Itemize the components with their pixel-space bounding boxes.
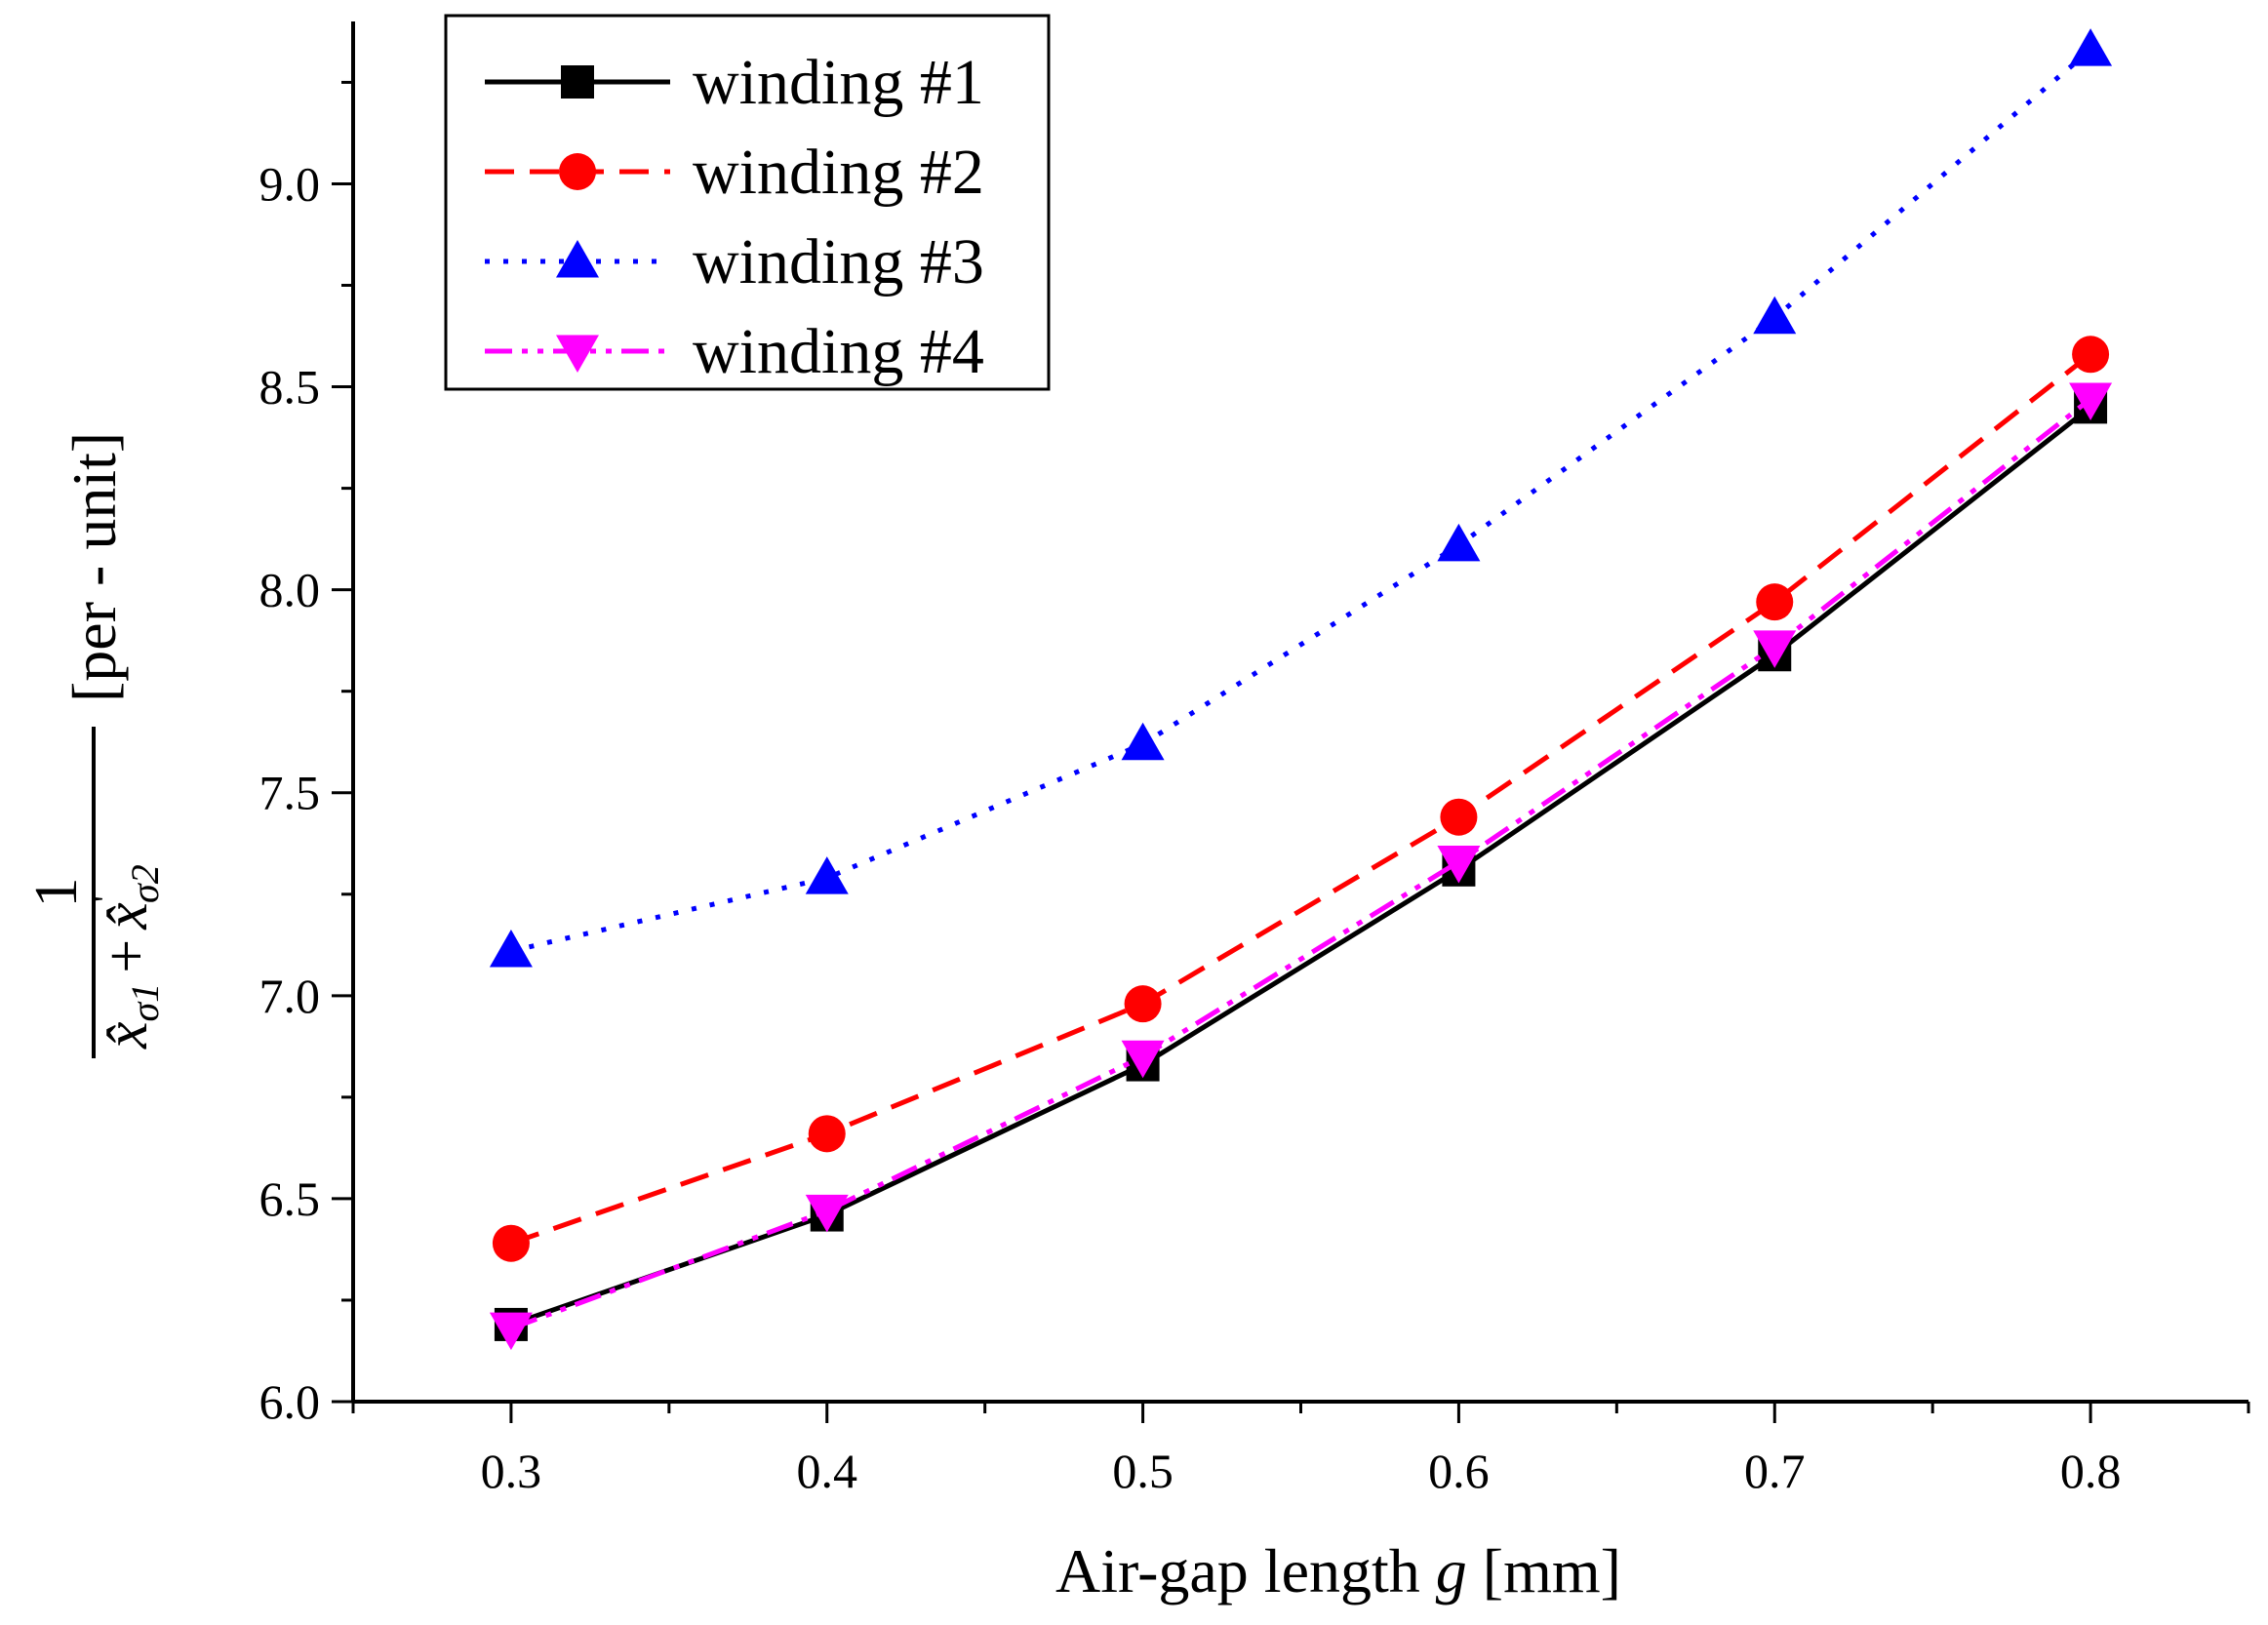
series-2-point xyxy=(1440,798,1478,836)
y-tick-label: 7.0 xyxy=(259,969,321,1023)
y-axis-title-term1-sub: σ1 xyxy=(123,983,167,1022)
legend-swatch-marker xyxy=(561,65,594,99)
legend-item: winding #2 xyxy=(485,137,984,208)
series-4-line xyxy=(510,397,2092,1331)
y-axis-title-plus: + xyxy=(94,939,160,973)
series-2 xyxy=(492,336,2110,1262)
y-axis-title-numerator: 1 xyxy=(23,878,90,908)
series-layer xyxy=(489,28,2113,1351)
legend-label: winding #4 xyxy=(693,316,984,387)
legend-swatch-marker xyxy=(559,153,596,190)
legend-item: winding #1 xyxy=(485,47,984,118)
legend-item: winding #4 xyxy=(485,316,984,387)
x-tick-label: 0.7 xyxy=(1744,1444,1806,1498)
x-tick-label: 0.4 xyxy=(797,1444,858,1498)
series-2-point xyxy=(1124,985,1162,1023)
series-3-point xyxy=(2069,28,2113,66)
series-3-line xyxy=(510,48,2092,954)
y-axis-title-unit: [per - unit] xyxy=(60,432,129,702)
y-tick-label: 6.5 xyxy=(259,1171,321,1226)
legend-label: winding #2 xyxy=(693,137,984,208)
series-2-point xyxy=(492,1224,530,1262)
legend-box xyxy=(444,14,1051,391)
legend-label: winding #3 xyxy=(693,226,984,297)
y-axis-title-term2-prime: ' xyxy=(84,895,128,902)
series-3-point xyxy=(1437,523,1481,562)
series-4-point xyxy=(2069,382,2113,421)
series-4-point xyxy=(1753,630,1797,668)
x-axis-title-variable: g xyxy=(1436,1536,1467,1605)
series-4 xyxy=(489,382,2113,1351)
legend-label: winding #1 xyxy=(693,47,984,118)
legend-item: winding #3 xyxy=(485,226,984,297)
series-4-point xyxy=(805,1194,849,1233)
series-3-point xyxy=(805,856,849,894)
series-4-point xyxy=(489,1312,533,1351)
x-axis-title: Air-gap length g [mm] xyxy=(1055,1536,1621,1605)
series-4-point xyxy=(1121,1040,1165,1079)
series-3 xyxy=(489,28,2113,968)
y-axis-title-term1: x̂ xyxy=(94,1021,160,1050)
x-tick-label: 0.8 xyxy=(2060,1444,2122,1498)
x-axis-title-prefix: Air-gap length xyxy=(1055,1536,1436,1605)
series-3-point xyxy=(1121,722,1165,761)
axes: 6.0 6.5 7.0 7.5 8.0 8.5 9.0 0.3 0.4 0.5 0.6 0.7 0.8 xyxy=(259,21,2250,1498)
series-1-line xyxy=(510,405,2092,1328)
series-2-point xyxy=(2072,336,2110,374)
legend: winding #1 winding #2 winding #3 winding #4 xyxy=(444,14,1051,391)
y-axis-title-denominator: x̂σ1+x̂'σ2 xyxy=(84,864,167,1050)
y-axis-title-term2-sub: σ2 xyxy=(123,864,167,903)
series-4-point xyxy=(1437,845,1481,884)
y-tick-label: 9.0 xyxy=(259,156,321,211)
legend-swatch-marker xyxy=(556,335,599,373)
x-tick-label: 0.5 xyxy=(1112,1444,1174,1498)
series-2-point xyxy=(808,1115,846,1153)
y-tick-label: 8.0 xyxy=(259,563,321,617)
series-2-line xyxy=(510,352,2092,1247)
x-axis-title-unit: [mm] xyxy=(1467,1536,1621,1605)
series-3-point xyxy=(489,930,533,968)
legend-swatch-marker xyxy=(556,240,599,278)
series-3-point xyxy=(1753,296,1797,335)
y-axis-title-term2: x̂ xyxy=(94,902,160,931)
y-axis-title: 1 x̂σ1+x̂'σ2 [per - unit] xyxy=(23,432,167,1058)
series-2-point xyxy=(1756,583,1794,621)
x-tick-label: 0.3 xyxy=(481,1444,542,1498)
y-tick-label: 6.0 xyxy=(259,1374,321,1429)
x-tick-label: 0.6 xyxy=(1428,1444,1490,1498)
y-tick-label: 7.5 xyxy=(259,766,321,820)
y-tick-label: 8.5 xyxy=(259,360,321,415)
